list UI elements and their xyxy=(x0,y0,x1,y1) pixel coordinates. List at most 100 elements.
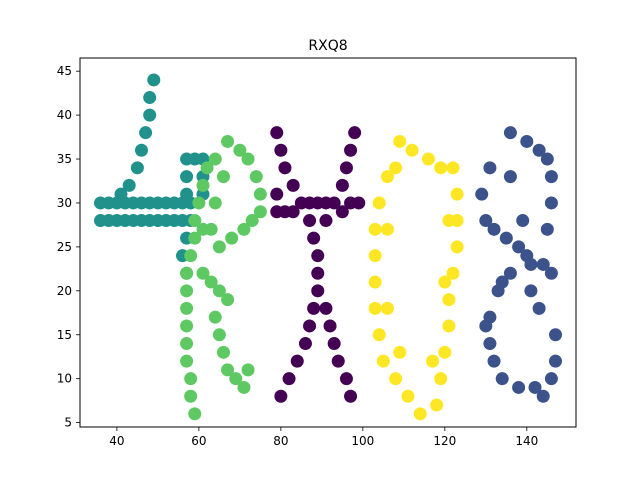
data-point xyxy=(376,354,390,368)
data-point xyxy=(286,178,300,192)
data-point xyxy=(434,161,448,175)
y-tick-label: 5 xyxy=(64,416,72,430)
data-point xyxy=(208,310,222,324)
series-0 xyxy=(94,73,210,280)
data-point xyxy=(368,249,382,263)
y-tick-label: 20 xyxy=(57,284,72,298)
data-point xyxy=(180,319,194,333)
data-point xyxy=(237,222,251,236)
data-point xyxy=(389,372,403,386)
data-point xyxy=(549,354,562,368)
data-point xyxy=(208,196,222,210)
data-point xyxy=(143,108,157,122)
data-point xyxy=(311,249,325,263)
data-point xyxy=(221,363,235,377)
data-point xyxy=(380,170,394,184)
chart-title: RXQ8 xyxy=(308,38,347,54)
data-point xyxy=(483,161,497,175)
data-point xyxy=(442,293,456,307)
data-point xyxy=(536,389,550,403)
data-point xyxy=(495,275,509,289)
data-point xyxy=(524,257,538,271)
data-point xyxy=(495,372,509,386)
y-tick-label: 15 xyxy=(57,328,72,342)
data-point xyxy=(212,240,226,254)
data-point xyxy=(192,196,206,210)
data-point xyxy=(286,205,300,219)
data-point xyxy=(544,196,558,210)
series-2 xyxy=(270,126,366,403)
data-point xyxy=(184,389,198,403)
data-point xyxy=(180,284,194,298)
data-point xyxy=(204,222,218,236)
data-point xyxy=(307,231,321,245)
data-point xyxy=(237,380,251,394)
data-point xyxy=(241,363,255,377)
data-point xyxy=(122,178,136,192)
data-point xyxy=(216,345,230,359)
data-point xyxy=(335,205,349,219)
data-point xyxy=(130,161,144,175)
data-point xyxy=(532,143,546,157)
data-point xyxy=(368,301,382,315)
data-point xyxy=(389,161,403,175)
y-tick-label: 10 xyxy=(57,372,72,386)
data-point xyxy=(549,328,562,342)
data-point xyxy=(208,152,222,166)
x-tick-label: 40 xyxy=(109,434,124,448)
data-point xyxy=(426,354,440,368)
x-tick-label: 80 xyxy=(273,434,288,448)
series-1 xyxy=(180,134,267,421)
data-point xyxy=(303,319,317,333)
data-point xyxy=(204,275,218,289)
data-point xyxy=(180,354,194,368)
data-point xyxy=(212,328,226,342)
data-point xyxy=(380,301,394,315)
data-point xyxy=(339,372,353,386)
data-point xyxy=(307,301,321,315)
data-point xyxy=(298,337,312,351)
data-point xyxy=(536,257,550,271)
data-point xyxy=(249,170,263,184)
x-axis: 40 60 80 100 120 140 xyxy=(109,427,538,448)
data-point xyxy=(401,389,415,403)
data-point xyxy=(393,345,407,359)
data-point xyxy=(532,301,546,315)
data-point xyxy=(200,161,214,175)
data-point xyxy=(528,380,542,394)
data-point xyxy=(139,126,153,140)
data-point xyxy=(483,337,497,351)
data-point xyxy=(368,275,382,289)
data-point xyxy=(348,126,362,140)
data-point xyxy=(520,134,534,148)
data-point xyxy=(319,214,333,228)
data-point xyxy=(540,152,554,166)
data-point xyxy=(372,196,386,210)
y-tick-label: 45 xyxy=(57,64,72,78)
data-point xyxy=(442,214,456,228)
data-point xyxy=(221,293,235,307)
data-point xyxy=(147,73,161,87)
series-4 xyxy=(475,126,562,403)
data-point xyxy=(475,187,489,201)
data-point xyxy=(393,134,407,148)
data-point xyxy=(241,152,255,166)
data-point xyxy=(221,134,235,148)
data-point xyxy=(368,222,382,236)
data-point xyxy=(331,354,345,368)
data-point xyxy=(344,389,358,403)
x-tick-label: 140 xyxy=(515,434,538,448)
data-point xyxy=(274,389,288,403)
data-point xyxy=(212,284,226,298)
data-point xyxy=(512,240,526,254)
data-point xyxy=(311,266,325,280)
data-point xyxy=(413,407,427,421)
data-point xyxy=(180,170,194,184)
data-point xyxy=(516,214,530,228)
data-point xyxy=(544,170,558,184)
data-point xyxy=(372,328,386,342)
data-point xyxy=(143,91,157,105)
y-tick-label: 25 xyxy=(57,240,72,254)
data-point xyxy=(540,222,554,236)
